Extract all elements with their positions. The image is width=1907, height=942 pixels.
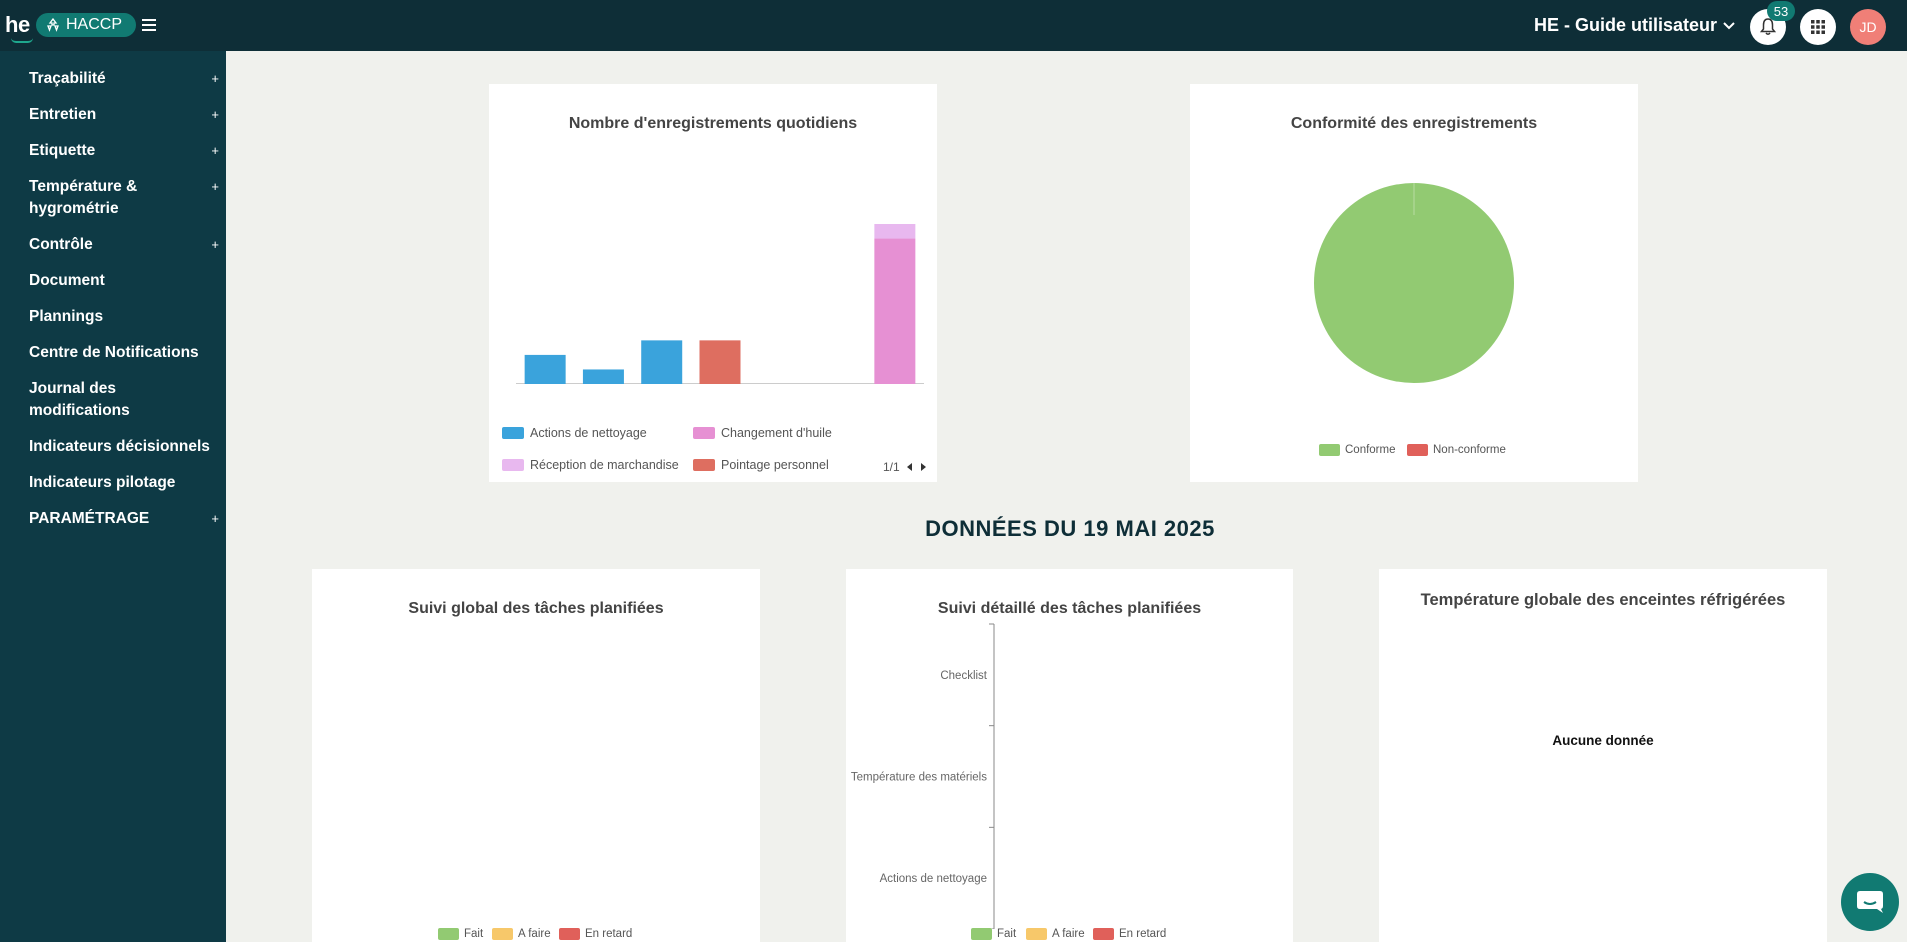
legend-fait[interactable]: Fait <box>971 928 1016 940</box>
legend-en-retard[interactable]: En retard <box>1093 928 1166 940</box>
sidebar-item-indicateurs-pilotage[interactable]: Indicateurs pilotage <box>29 474 176 491</box>
global-tasks-title: Suivi global des tâches planifiées <box>408 600 664 617</box>
hamburger-menu-icon[interactable] <box>142 16 158 34</box>
bar-Actions de nettoyage <box>641 340 683 384</box>
sidebar-item-etiquette[interactable]: Etiquette + <box>29 140 219 162</box>
sidebar-item-journal[interactable]: Journal des modifications <box>29 380 130 419</box>
global-tasks-card: Suivi global des tâches planifiées Fait … <box>312 569 760 942</box>
expand-plus-icon: + <box>211 179 219 194</box>
sidebar-item-controle[interactable]: Contrôle + <box>29 234 219 256</box>
sidebar-item-temperature[interactable]: Température & hygrométrie + <box>29 178 219 217</box>
conformity-pie-chart <box>1314 183 1514 383</box>
legend-nettoyage[interactable]: Actions de nettoyage <box>502 426 647 440</box>
bell-icon <box>1760 18 1776 35</box>
sidebar-item-entretien[interactable]: Entretien + <box>29 104 219 126</box>
bar-Pointage personnel <box>699 340 741 384</box>
temperature-empty-message: Aucune donnée <box>1552 733 1654 748</box>
legend-next-icon[interactable] <box>918 462 928 472</box>
sidebar-item-document[interactable]: Document <box>29 272 105 289</box>
logo-text: he <box>5 12 30 37</box>
legend-page-indicator: 1/1 <box>883 460 900 474</box>
app-name: HACCP <box>66 16 123 33</box>
legend-marchandise[interactable]: Réception de marchandise <box>502 458 679 472</box>
sidebar-item-plannings[interactable]: Plannings <box>29 308 104 325</box>
top-bar: he HACCP HE - Guide utilisateur 53 JD <box>0 0 1907 51</box>
user-avatar[interactable]: JD <box>1850 9 1886 45</box>
bar-Actions de nettoyage <box>582 369 624 384</box>
grid-icon <box>1811 20 1825 34</box>
legend-prev-icon[interactable] <box>905 462 915 472</box>
bar-Changement d'huile <box>874 238 916 384</box>
temperature-card: Température globale des enceintes réfrig… <box>1379 569 1827 942</box>
pie-slice-Conforme <box>1314 183 1514 383</box>
legend-pager: 1/1 <box>883 460 928 474</box>
legend-a-faire[interactable]: A faire <box>492 928 551 940</box>
chat-bubble-icon <box>1857 891 1883 913</box>
daily-records-chart: MardiJeudiSamediLundi <box>516 224 924 384</box>
y-tick-label: Checklist <box>940 670 987 682</box>
expand-plus-icon: + <box>211 107 219 122</box>
legend-non-conforme[interactable]: Non-conforme <box>1407 444 1506 456</box>
bar-Réception de marchandise <box>874 224 916 239</box>
section-title: DONNÉES DU 19 MAI 2025 <box>925 516 1215 541</box>
y-tick-label: Actions de nettoyage <box>880 873 987 885</box>
chat-support-button[interactable] <box>1841 873 1899 931</box>
sidebar: Traçabilité + Entretien + Etiquette + Tempé… <box>0 51 226 942</box>
expand-plus-icon: + <box>211 71 219 86</box>
legend-conforme[interactable]: Conforme <box>1319 444 1396 456</box>
sidebar-item-indicateurs-decisionnels[interactable]: Indicateurs décisionnels <box>29 438 210 455</box>
apps-grid-button[interactable] <box>1800 9 1836 45</box>
sidebar-item-parametrage[interactable]: PARAMÉTRAGE + <box>29 508 219 530</box>
organization-name: HE - Guide utilisateur <box>1534 15 1718 35</box>
detailed-tasks-title: Suivi détaillé des tâches planifiées <box>937 600 1202 617</box>
legend-pointage[interactable]: Pointage personnel <box>693 458 829 472</box>
organization-selector[interactable]: HE - Guide utilisateur <box>1534 15 1735 36</box>
y-tick-label: Température des matériels <box>851 772 987 784</box>
sidebar-item-tracabilite[interactable]: Traçabilité + <box>29 68 219 90</box>
daily-records-card: Nombre d'enregistrements quotidiens Mard… <box>489 84 937 482</box>
he-logo[interactable]: he <box>5 12 33 43</box>
conformity-title: Conformité des enregistrements <box>1290 115 1538 132</box>
conformity-card: Conformité des enregistrements Conforme … <box>1190 84 1638 482</box>
legend-a-faire[interactable]: A faire <box>1026 928 1085 940</box>
recycle-icon <box>47 18 59 32</box>
temperature-title: Température globale des enceintes réfrig… <box>1420 591 1786 609</box>
bar-Actions de nettoyage <box>524 354 566 384</box>
legend-en-retard[interactable]: En retard <box>559 928 632 940</box>
legend-fait[interactable]: Fait <box>438 928 483 940</box>
expand-plus-icon: + <box>211 237 219 252</box>
sidebar-item-notifications[interactable]: Centre de Notifications <box>29 344 199 361</box>
expand-plus-icon: + <box>211 511 219 526</box>
detailed-tasks-card: Suivi détaillé des tâches planifiées Che… <box>846 569 1293 942</box>
expand-plus-icon: + <box>211 143 219 158</box>
app-switcher-pill[interactable]: HACCP <box>36 13 136 37</box>
daily-records-title: Nombre d'enregistrements quotidiens <box>568 115 858 132</box>
legend-huile[interactable]: Changement d'huile <box>693 426 832 440</box>
detailed-tasks-chart: Checklist Température des matériels Action… <box>851 623 995 929</box>
notification-count-badge: 53 <box>1767 1 1795 21</box>
chevron-down-icon <box>1723 21 1735 29</box>
